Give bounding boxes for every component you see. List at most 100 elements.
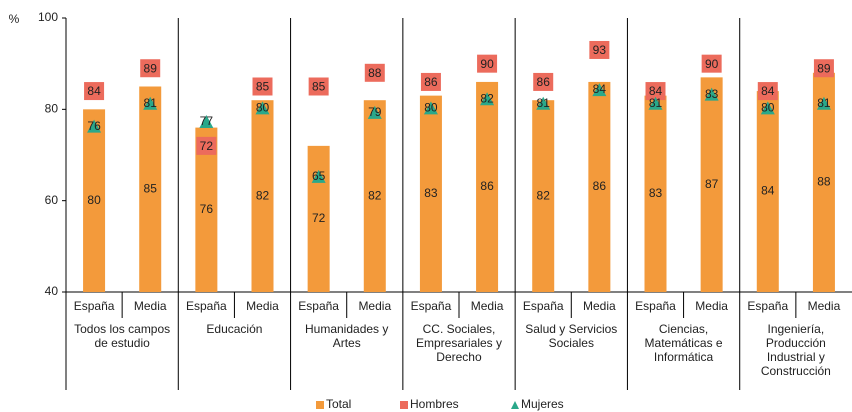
y-tick-label: 40	[45, 284, 59, 298]
marker	[645, 82, 666, 101]
data-label: 81	[537, 96, 551, 110]
marker	[252, 77, 273, 96]
y-tick-label: 60	[45, 193, 59, 207]
legend-swatch	[316, 401, 324, 409]
bar	[419, 95, 442, 292]
marker	[704, 87, 719, 101]
marker	[813, 59, 834, 78]
data-label: 81	[649, 96, 663, 110]
data-label: 72	[312, 211, 326, 225]
marker	[367, 105, 382, 119]
bar	[588, 81, 611, 292]
data-label: 80	[424, 101, 438, 115]
data-label: 82	[256, 188, 270, 202]
marker	[423, 101, 438, 115]
x-tick-label: España	[298, 299, 339, 313]
data-label: 86	[537, 75, 551, 89]
data-label: 85	[312, 80, 326, 94]
group-label: Salud y Servicios Sociales	[525, 322, 618, 350]
data-label: 90	[705, 57, 719, 71]
group-label: Ingeniería, Producción Industrial y Cons…	[760, 322, 831, 378]
x-tick-label: España	[747, 299, 788, 313]
data-label: 65	[312, 169, 326, 183]
marker	[196, 136, 217, 155]
marker	[420, 72, 441, 91]
bar	[532, 100, 555, 292]
legend-swatch	[400, 401, 408, 409]
data-label: 84	[649, 84, 663, 98]
x-tick-label: Media	[471, 299, 504, 313]
marker	[199, 115, 214, 129]
marker	[480, 92, 495, 106]
bar	[756, 91, 779, 292]
data-label: 90	[480, 57, 494, 71]
data-label: 80	[87, 193, 101, 207]
data-label: 76	[87, 119, 101, 133]
marker	[816, 96, 831, 110]
data-label: 84	[87, 84, 101, 98]
bar	[812, 72, 835, 292]
legend-label: Total	[326, 397, 351, 411]
marker	[648, 96, 663, 110]
x-tick-label: España	[523, 299, 564, 313]
marker	[592, 83, 607, 97]
data-label: 80	[256, 101, 270, 115]
data-label: 86	[480, 179, 494, 193]
data-label: 84	[593, 82, 607, 96]
data-label: 88	[817, 175, 831, 189]
marker	[308, 77, 329, 96]
data-label: 83	[705, 87, 719, 101]
data-label: 93	[593, 43, 607, 57]
data-label: 82	[480, 91, 494, 105]
x-tick-label: España	[635, 299, 676, 313]
x-tick-label: España	[411, 299, 452, 313]
x-tick-label: España	[74, 299, 115, 313]
marker	[311, 169, 326, 183]
data-label: 83	[649, 186, 663, 200]
group-label: Ciencias, Matemáticas e Informática	[644, 322, 723, 364]
bar	[700, 77, 723, 292]
bar	[476, 81, 499, 292]
data-label: 80	[761, 101, 775, 115]
legend-label: Mujeres	[521, 397, 564, 411]
bar	[195, 127, 218, 292]
marker	[87, 119, 102, 133]
data-label: 81	[144, 96, 158, 110]
y-tick-label: 80	[45, 102, 59, 116]
data-label: 85	[144, 181, 158, 195]
y-tick-label: 100	[38, 10, 58, 24]
marker	[760, 101, 775, 115]
data-label: 84	[761, 84, 775, 98]
y-axis-label: %	[9, 12, 20, 26]
data-label: 84	[761, 184, 775, 198]
bar	[83, 109, 106, 292]
data-label: 86	[424, 75, 438, 89]
group-label: CC. Sociales, Empresariales y Derecho	[415, 322, 502, 364]
marker	[701, 54, 722, 73]
bar	[251, 100, 274, 292]
legend-swatch	[511, 401, 519, 409]
group-label: Humanidades y Artes	[305, 322, 389, 350]
bar	[363, 100, 386, 292]
group-label: Educación	[206, 322, 263, 336]
data-label: 87	[705, 177, 719, 191]
x-tick-label: Media	[134, 299, 167, 313]
data-label: 82	[368, 188, 382, 202]
marker	[533, 72, 554, 91]
x-tick-label: Media	[246, 299, 279, 313]
data-label: 79	[368, 105, 382, 119]
marker	[143, 96, 158, 110]
marker	[477, 54, 498, 73]
data-label: 89	[817, 61, 831, 75]
x-tick-label: Media	[695, 299, 728, 313]
group-label: Todos los campos de estudio	[74, 322, 171, 350]
marker	[536, 96, 551, 110]
marker	[364, 63, 385, 82]
legend-label: Hombres	[410, 397, 459, 411]
x-tick-label: Media	[808, 299, 841, 313]
x-tick-label: Media	[583, 299, 616, 313]
marker	[255, 101, 270, 115]
data-label: 86	[593, 179, 607, 193]
data-label: 83	[424, 186, 438, 200]
